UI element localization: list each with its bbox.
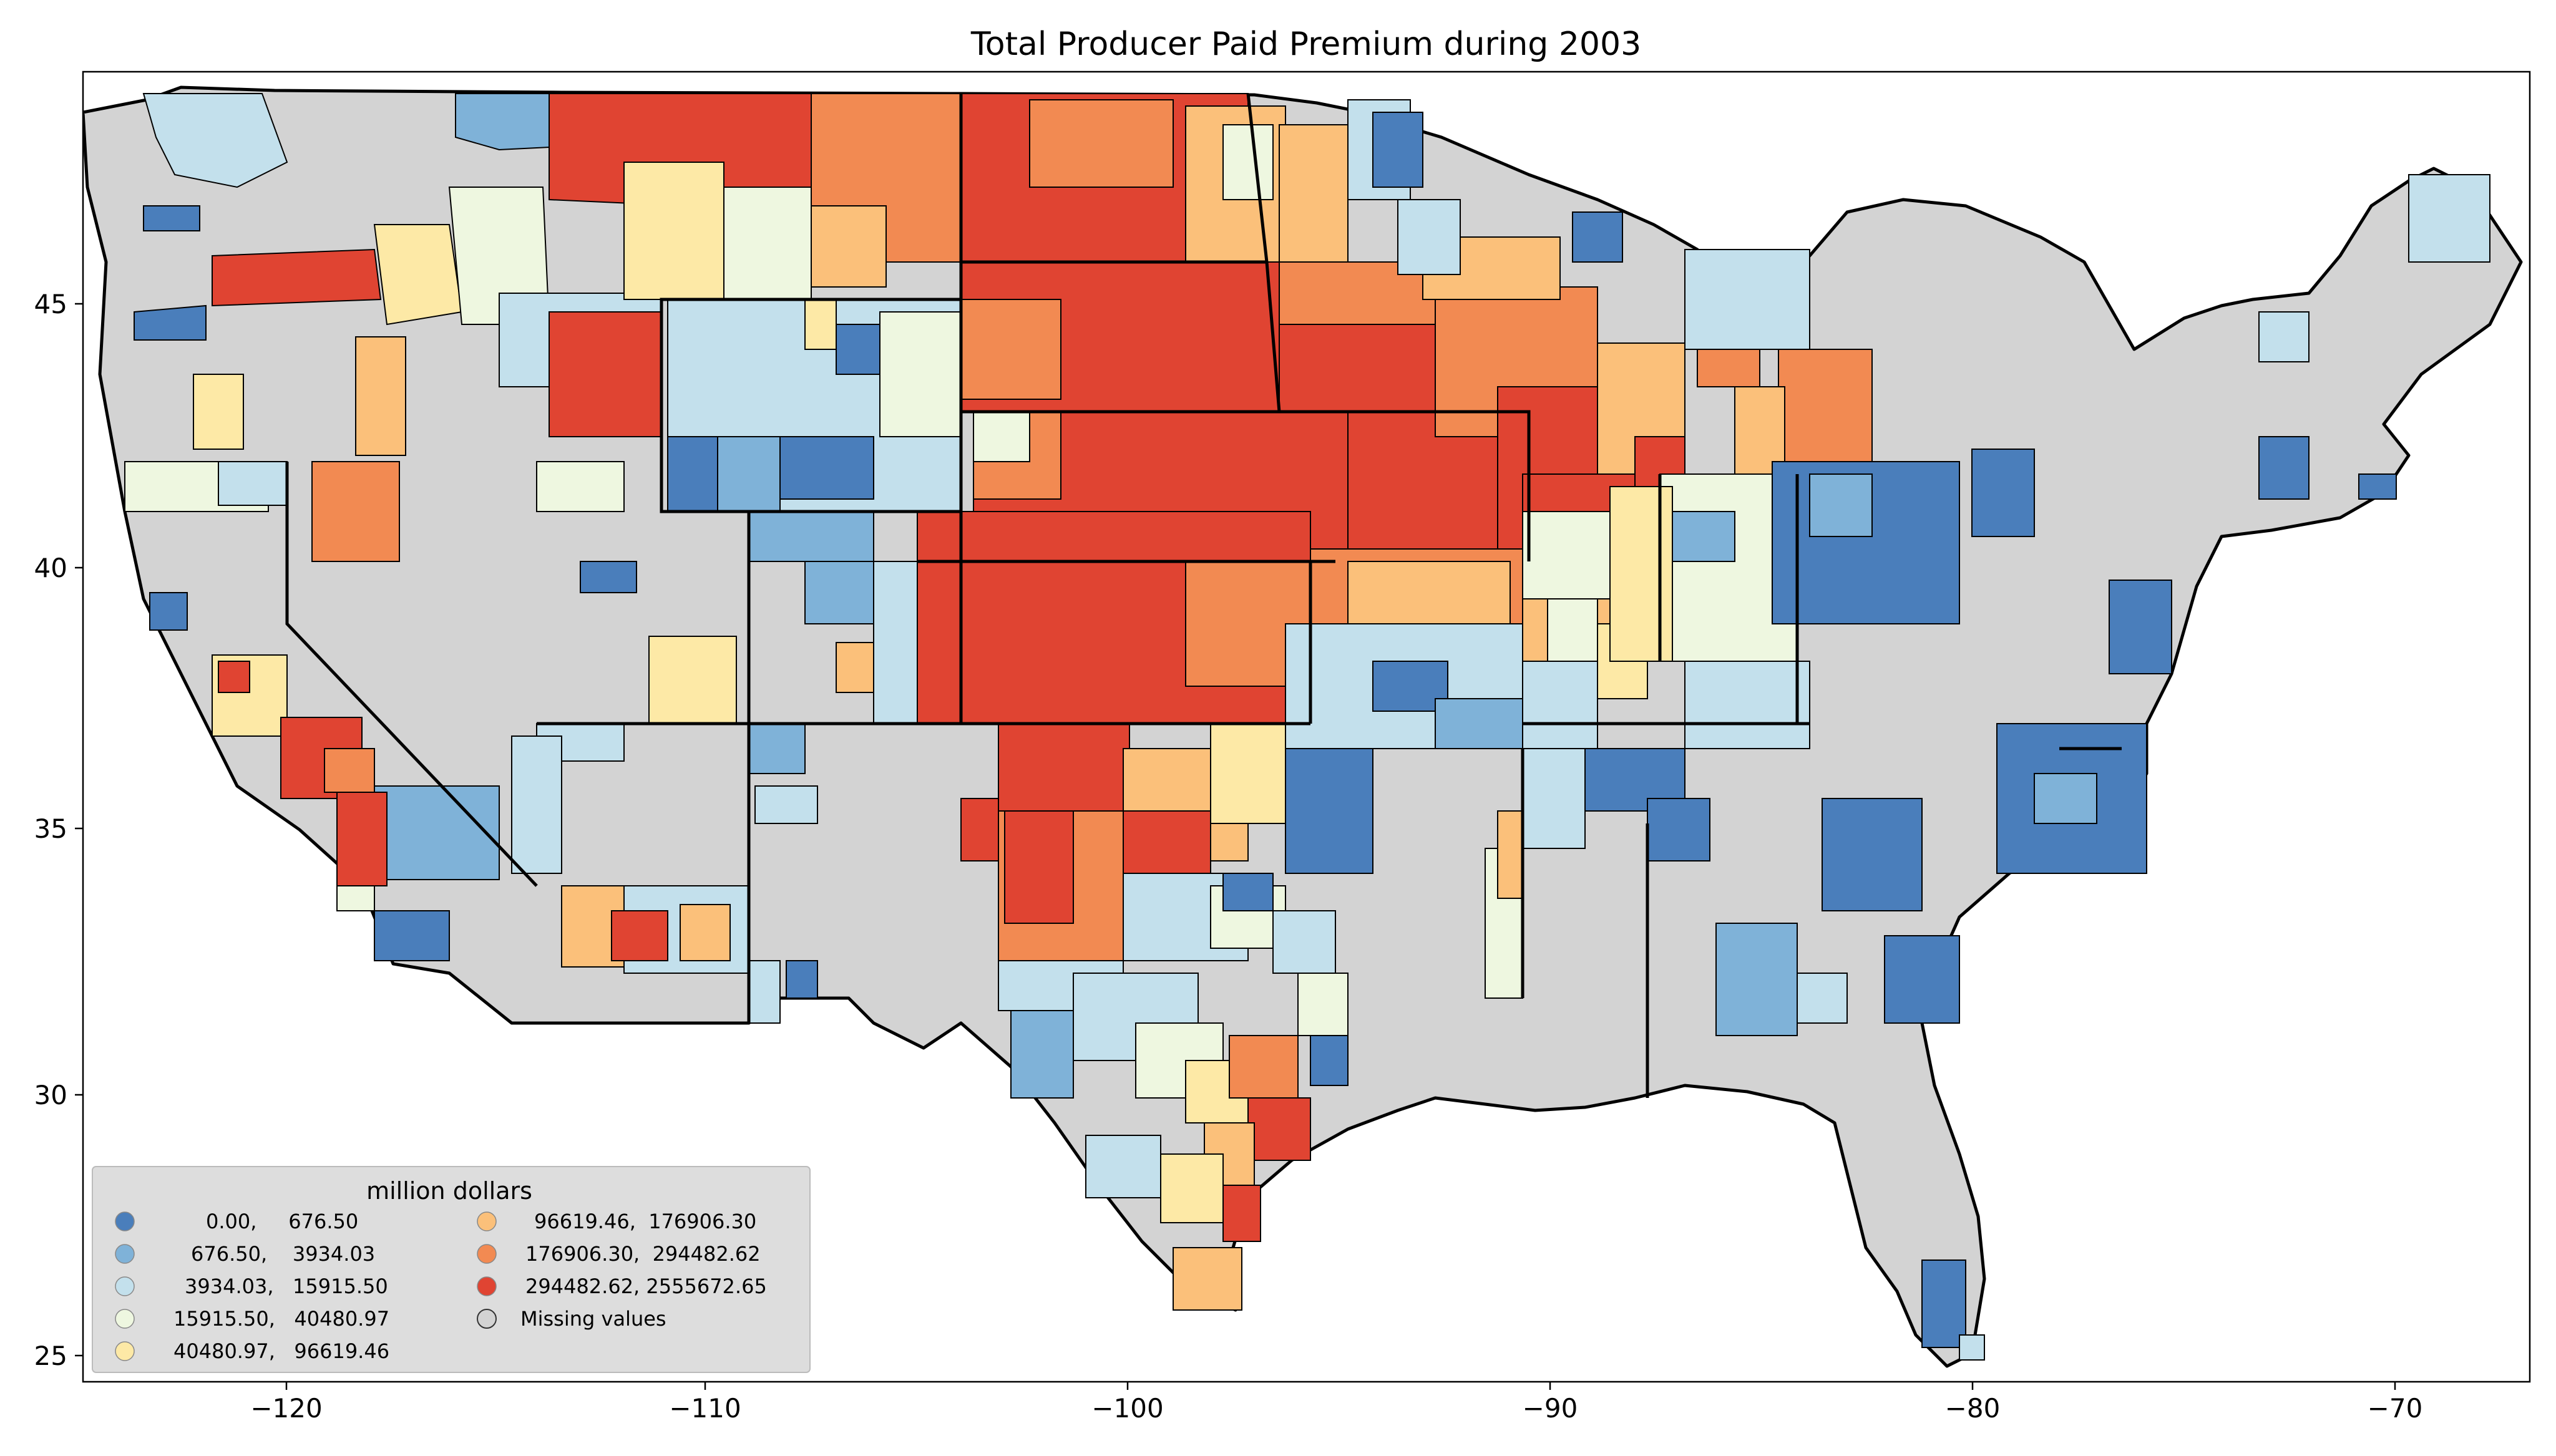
legend-label: 15915.50, 40480.97: [173, 1307, 389, 1331]
x-tick-label: −80: [1945, 1393, 2001, 1424]
legend-label: 676.50, 3934.03: [191, 1242, 375, 1266]
map-title: Total Producer Paid Premium during 2003: [970, 26, 1641, 63]
y-tick-label: 45: [34, 289, 67, 319]
legend-marker: [115, 1244, 135, 1264]
legend-marker: [115, 1341, 135, 1361]
region-midwest-east: [1285, 99, 1960, 999]
legend-label: 294482.62, 2555672.65: [525, 1274, 767, 1298]
legend-marker: [477, 1276, 497, 1296]
legend-marker: [477, 1244, 497, 1264]
y-tick-label: 30: [34, 1080, 67, 1110]
legend-marker: [477, 1211, 497, 1231]
legend: million dollars 0.00, 676.50 676.50, 393…: [92, 1166, 811, 1373]
region-texas: [1010, 873, 1349, 1311]
legend-box: [92, 1166, 811, 1373]
region-northern-plains: [549, 93, 1349, 412]
state-boundaries: [285, 93, 2122, 1098]
y-axis: 25 30 35 40 45: [34, 289, 83, 1371]
region-west-high: [212, 248, 668, 961]
x-axis: −120 −110 −100 −90 −80 −70: [250, 1382, 2422, 1424]
x-tick-label: −70: [2368, 1393, 2423, 1424]
legend-label: 176906.30, 294482.62: [525, 1242, 761, 1266]
x-tick-label: −100: [1091, 1393, 1163, 1424]
y-tick-label: 40: [34, 553, 67, 583]
legend-label: Missing values: [520, 1307, 666, 1331]
legend-marker: [115, 1276, 135, 1296]
legend-label: 3934.03, 15915.50: [185, 1274, 388, 1298]
legend-marker: [115, 1309, 135, 1329]
legend-label: 40480.97, 96619.46: [173, 1339, 389, 1363]
legend-marker: [477, 1309, 497, 1329]
x-tick-label: −110: [669, 1393, 741, 1424]
legend-title: million dollars: [366, 1177, 532, 1205]
legend-label: 0.00, 676.50: [206, 1210, 358, 1233]
legend-label: 96619.46, 176906.30: [534, 1210, 756, 1233]
region-corn-belt: [917, 236, 1873, 724]
y-tick-label: 25: [34, 1341, 67, 1371]
legend-marker: [115, 1211, 135, 1231]
y-tick-label: 35: [34, 813, 67, 844]
x-tick-label: −90: [1523, 1393, 1578, 1424]
x-tick-label: −120: [250, 1393, 322, 1424]
region-east-low: [1647, 174, 2490, 1361]
